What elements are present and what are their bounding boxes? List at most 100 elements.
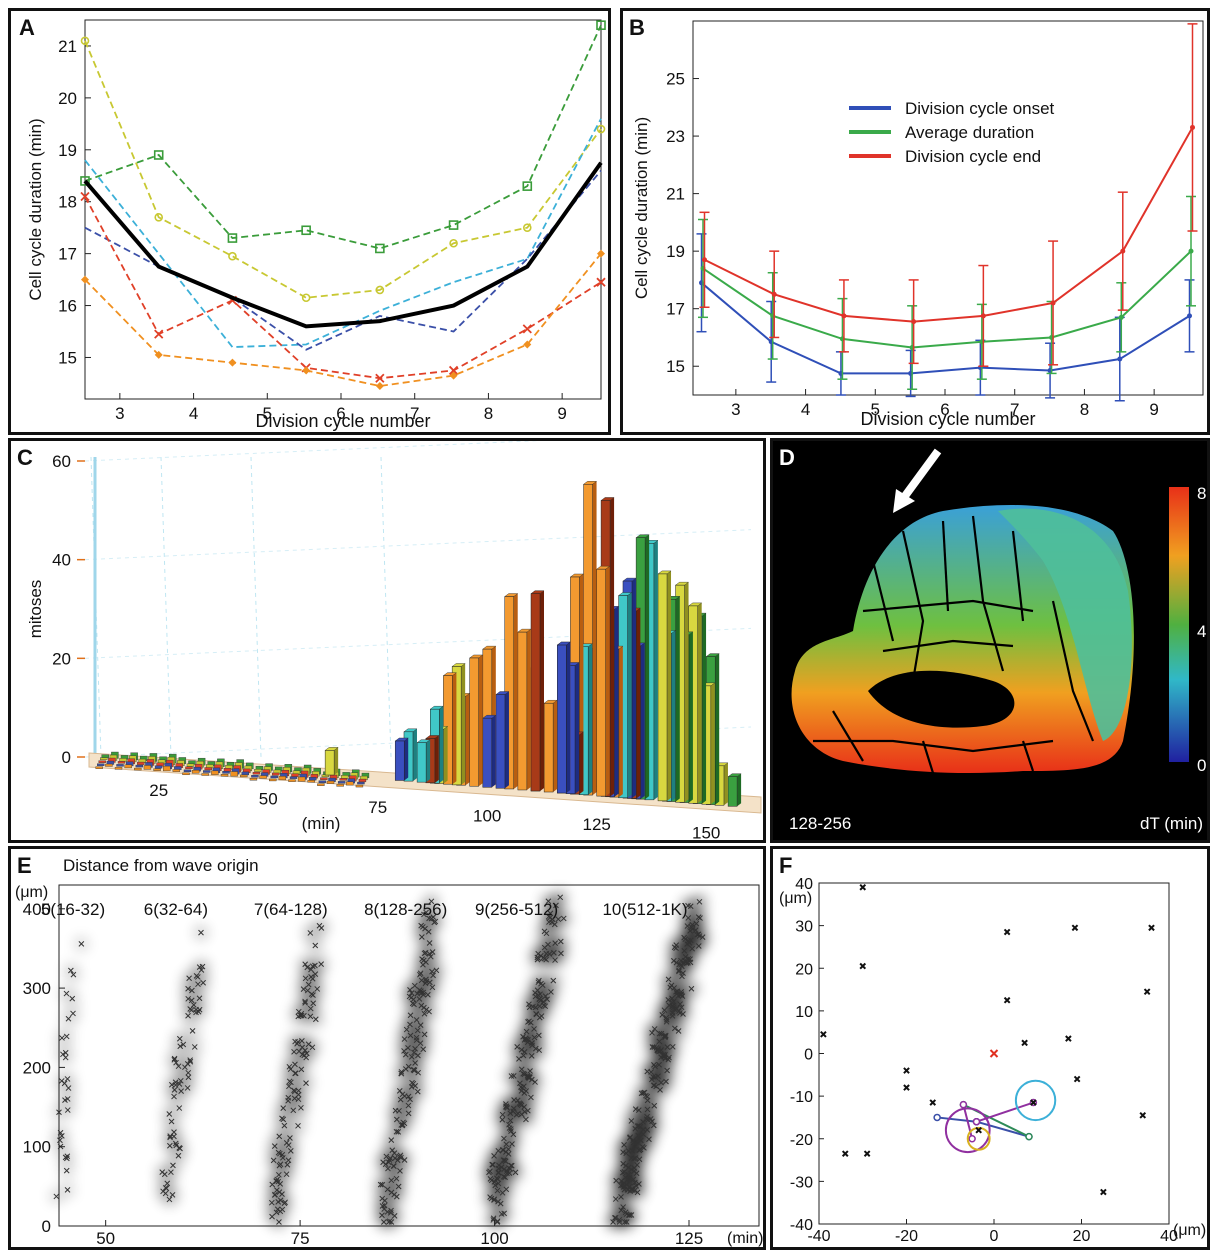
data-point	[57, 1129, 64, 1136]
data-point	[651, 1026, 658, 1032]
data-point	[172, 1079, 179, 1086]
data-point	[300, 986, 307, 993]
data-point	[631, 1155, 637, 1162]
group-label: 10(512-1K)	[602, 900, 687, 919]
data-point	[528, 1052, 535, 1059]
cell-boundary	[901, 530, 925, 682]
data-point	[307, 1005, 314, 1012]
bar-side	[710, 682, 715, 805]
square-marker	[375, 243, 385, 254]
data-point	[405, 1110, 412, 1117]
data-point	[613, 1177, 620, 1184]
data-point	[314, 986, 321, 992]
panel-title: Distance from wave origin	[63, 856, 259, 875]
data-point	[521, 1049, 528, 1055]
bar	[191, 769, 200, 774]
data-point	[302, 975, 309, 982]
data-point	[166, 1196, 173, 1203]
data-point	[185, 1069, 192, 1076]
y-tick-label: 40	[795, 876, 813, 893]
x-tick-label: 75	[368, 798, 387, 817]
data-point	[64, 1186, 71, 1193]
data-point	[499, 1147, 506, 1153]
data-point	[649, 1118, 655, 1125]
data-point	[175, 1063, 182, 1070]
bar	[543, 702, 554, 793]
panel-d: D 8 4 0 128-256 dT (min)	[770, 438, 1210, 843]
data-point	[316, 922, 323, 929]
bar-side	[491, 715, 496, 788]
bar-side	[443, 726, 448, 784]
data-point	[648, 1076, 655, 1083]
group-label: 8(128-256)	[364, 900, 447, 919]
data-point	[859, 962, 867, 970]
data-point	[1148, 924, 1155, 932]
bar-side	[702, 613, 707, 804]
bar	[324, 750, 335, 776]
cell-boundary	[813, 739, 1054, 753]
data-point	[516, 1056, 522, 1062]
bar	[291, 773, 299, 777]
data-point	[407, 1012, 414, 1019]
data-point	[633, 1170, 640, 1177]
data-point	[426, 951, 433, 957]
data-point	[414, 1088, 421, 1095]
bar	[355, 784, 364, 788]
data-point	[277, 1208, 284, 1215]
data-point	[685, 915, 692, 921]
data-point	[517, 1080, 523, 1087]
data-point	[640, 1126, 647, 1133]
data-point	[200, 979, 206, 986]
data-point	[544, 996, 550, 1003]
data-point	[407, 987, 413, 993]
circle-marker	[596, 124, 606, 134]
legend-label: Division cycle end	[905, 147, 1041, 166]
data-point	[619, 1169, 626, 1176]
legend-label: Division cycle onset	[905, 99, 1055, 118]
data-point	[527, 1068, 533, 1074]
data-point	[529, 1040, 535, 1047]
data-point	[414, 990, 421, 997]
bar-side	[592, 481, 597, 796]
data-point	[664, 1067, 670, 1074]
data-point	[1187, 313, 1192, 319]
x-axis-label: Division cycle number	[255, 411, 430, 431]
data-point	[501, 1135, 507, 1142]
data-point	[662, 1051, 668, 1058]
bar	[204, 767, 212, 771]
data-point	[391, 1163, 397, 1170]
x-tick-label: 8	[484, 404, 493, 423]
data-point	[405, 1044, 411, 1051]
data-point	[287, 1148, 294, 1154]
data-point	[531, 1026, 537, 1032]
data-point	[312, 971, 319, 977]
data-point	[310, 1000, 317, 1007]
bar	[469, 657, 479, 787]
data-point	[1021, 1039, 1028, 1047]
x-tick-label: 150	[692, 824, 720, 840]
y-tick-label: 400	[23, 900, 51, 919]
data-point	[170, 1162, 176, 1169]
data-point	[665, 976, 672, 983]
data-point	[490, 1215, 497, 1222]
series-line	[702, 250, 1192, 349]
data-point	[431, 919, 438, 926]
data-point	[623, 1162, 629, 1169]
data-point	[292, 1038, 298, 1045]
bar	[95, 766, 103, 769]
data-point	[656, 1038, 663, 1045]
data-point	[610, 1219, 616, 1225]
circle-marker	[522, 223, 532, 232]
data-point	[164, 1180, 171, 1187]
data-point	[695, 943, 702, 949]
bar	[273, 769, 281, 774]
data-point	[384, 1186, 391, 1193]
data-point	[505, 1151, 512, 1157]
data-point	[1120, 248, 1126, 254]
data-point	[911, 319, 917, 325]
data-point	[512, 1169, 519, 1176]
data-point	[671, 1006, 678, 1013]
bar	[114, 767, 123, 770]
y-tick-label: 20	[52, 649, 71, 668]
plus-marker	[596, 277, 606, 287]
